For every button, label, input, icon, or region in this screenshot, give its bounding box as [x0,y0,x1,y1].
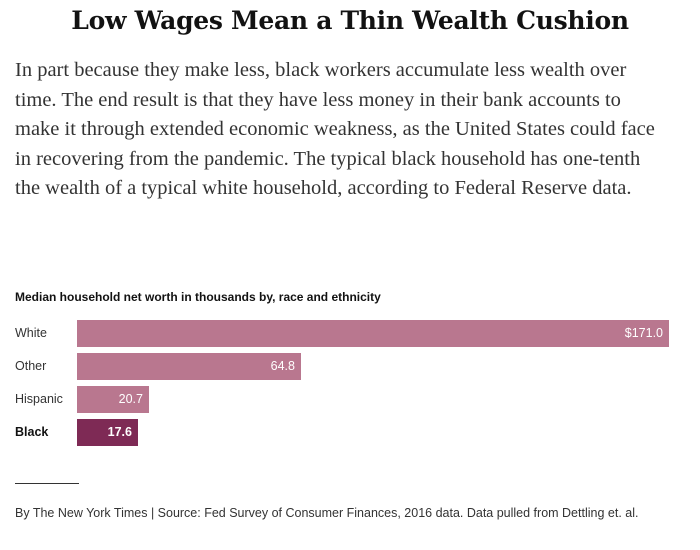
data-label: $171.0 [624,326,663,340]
bar-chart: White $171.0 Other 64.8 Hispanic 20.7 Black 17.… [15,315,675,447]
category-label: Hispanic [15,392,63,406]
source-credit: By The New York Times | Source: Fed Surv… [15,506,639,520]
bar-row-white: White $171.0 [15,315,675,348]
category-label: White [15,326,47,340]
data-label: 64.8 [270,359,295,373]
bar-row-black: Black 17.6 [15,414,675,447]
data-label: 20.7 [118,392,143,406]
bar-row-hispanic: Hispanic 20.7 [15,381,675,414]
category-label: Black [15,425,49,439]
bar-black: 17.6 [77,419,138,446]
headline: Low Wages Mean a Thin Wealth Cushion [71,6,629,35]
bar-other: 64.8 [77,353,301,380]
intro-paragraph: In part because they make less, black wo… [15,59,655,199]
data-label: 17.6 [107,425,132,439]
footer-divider [15,483,79,484]
chart-title: Median household net worth in thousands … [15,290,381,304]
bar-white: $171.0 [77,320,669,347]
bar-hispanic: 20.7 [77,386,149,413]
bar-row-other: Other 64.8 [15,348,675,381]
category-label: Other [15,359,47,373]
